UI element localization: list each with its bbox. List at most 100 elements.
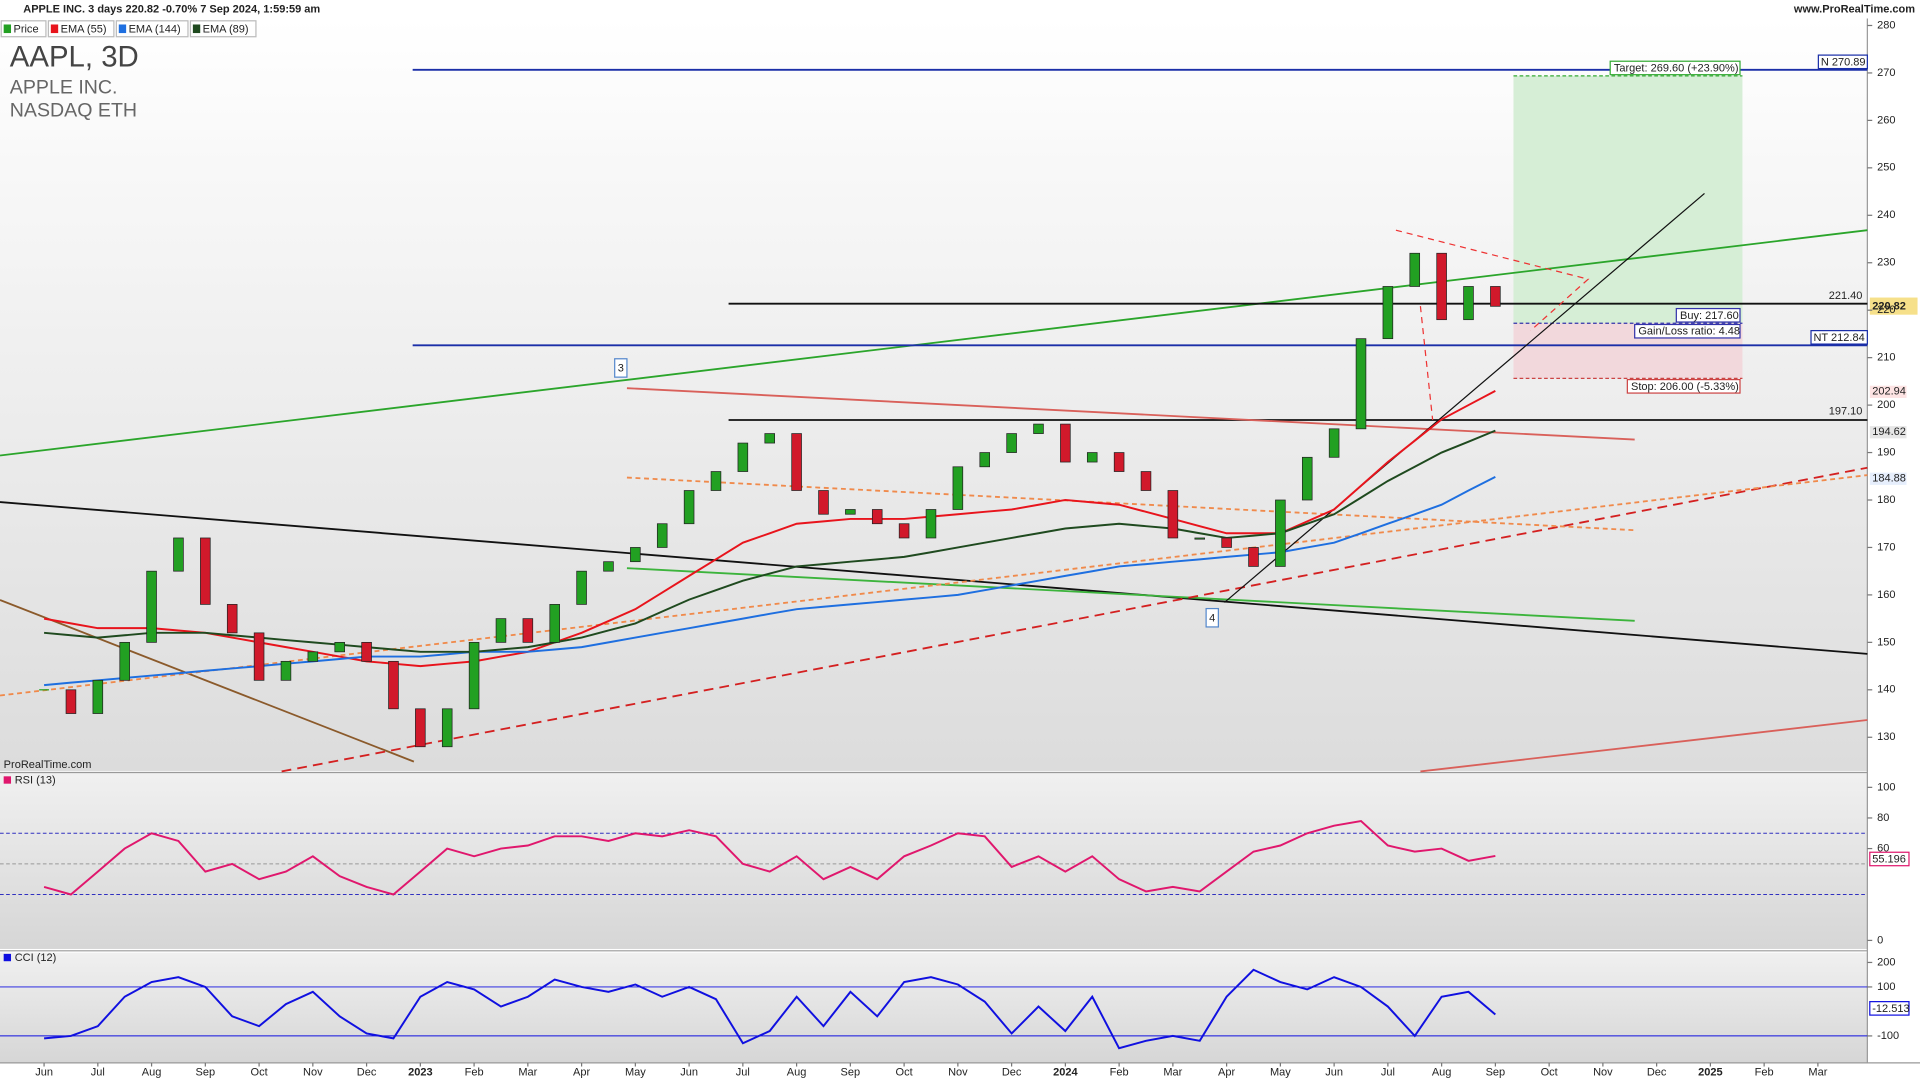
candle [1328, 428, 1340, 458]
trend-line [0, 229, 1868, 457]
candle [1275, 499, 1286, 567]
y-tick-label: 270 [1877, 67, 1895, 79]
wave-label: 3 [618, 362, 624, 374]
header-bar [0, 0, 1920, 19]
legend-label: EMA (144) [129, 23, 181, 35]
annotation: Gain/Loss ratio: 4.48 [1638, 326, 1740, 338]
y-tick-label: 100 [1877, 981, 1895, 993]
y-tick-label: 100 [1877, 781, 1895, 793]
candle [898, 523, 910, 539]
y-tick-label: 200 [1877, 956, 1895, 968]
legend-frame [0, 20, 47, 38]
candle [683, 490, 695, 525]
label-box [1675, 307, 1741, 323]
tag-box [1869, 426, 1907, 439]
exchange: NASDAQ ETH [10, 100, 137, 122]
x-tick-label: Jul [91, 1067, 105, 1079]
x-tick-label: Feb [1755, 1067, 1774, 1079]
annotation: Target: 269.60 (+23.90%) [1614, 62, 1739, 74]
series-line [43, 819, 1496, 896]
cci-pane [0, 952, 1868, 1063]
label-box [1609, 60, 1741, 76]
rsi-pane [0, 773, 1868, 949]
trend-line [626, 387, 1635, 441]
x-tick-label: Mar [518, 1067, 537, 1079]
candle [307, 651, 319, 662]
legend-chip [192, 24, 201, 34]
tag-box [1869, 472, 1907, 485]
candle [549, 604, 560, 643]
candle [441, 708, 453, 748]
candle [361, 641, 372, 662]
y-tick-label: 160 [1877, 589, 1895, 601]
candle [818, 490, 829, 515]
candle [1113, 452, 1125, 472]
series-line [43, 968, 1496, 1050]
symbol: AAPL, 3D [10, 41, 139, 74]
series-line [43, 389, 1496, 668]
x-tick-label: Jun [35, 1067, 53, 1079]
candle [1167, 490, 1179, 539]
last-value: 55.196 [1872, 853, 1906, 865]
candle [845, 509, 856, 515]
trend-line [281, 466, 1868, 773]
trend-line [0, 599, 415, 763]
legend-chip [118, 24, 127, 34]
y-tick-label: 170 [1877, 541, 1895, 553]
tag-box [1869, 297, 1918, 315]
x-tick-label: 2024 [1053, 1067, 1078, 1079]
series-line [43, 429, 1496, 653]
x-tick-label: Nov [1593, 1067, 1613, 1079]
annotation: 221.40 [1829, 290, 1863, 302]
candle [1463, 286, 1474, 321]
candle [1033, 423, 1044, 434]
legend-frame [47, 20, 115, 38]
x-tick-label: Dec [357, 1067, 377, 1079]
legend-label: Price [13, 23, 38, 35]
legend-label: EMA (89) [203, 23, 249, 35]
trend-line [1420, 719, 1868, 773]
candle [710, 471, 722, 491]
x-tick-label: Mar [1163, 1067, 1182, 1079]
pane-chip [3, 776, 12, 784]
legend-frame [189, 20, 257, 38]
candle [226, 604, 238, 634]
x-tick-label: 2025 [1698, 1067, 1723, 1079]
trend-line [0, 501, 1868, 655]
y-tick-label: 80 [1877, 812, 1889, 824]
trend-line [626, 567, 1635, 622]
y-tick-label: 280 [1877, 19, 1895, 31]
candle [1409, 252, 1421, 287]
legend: Price EMA (55) EMA (144) EMA (89) [13, 23, 248, 35]
candle [334, 641, 345, 653]
legend-chip [50, 24, 59, 34]
y-tick-label: 150 [1877, 636, 1895, 648]
pane-title: CCI (12) [15, 952, 57, 964]
candle [979, 452, 991, 468]
x-tick-label: Jul [1381, 1067, 1395, 1079]
candle [92, 679, 104, 714]
annotation: 197.10 [1829, 405, 1863, 417]
x-tick-label: Jun [680, 1067, 698, 1079]
trend-line [626, 476, 1635, 532]
candle [388, 660, 399, 710]
candle [522, 618, 534, 643]
x-tick-label: Jun [1325, 1067, 1343, 1079]
x-tick-label: Apr [1218, 1067, 1235, 1079]
candle [1060, 423, 1071, 463]
x-tick-label: Oct [251, 1067, 268, 1079]
pane-chip [3, 953, 12, 962]
trend-line [1224, 193, 1705, 603]
pattern-line [1419, 306, 1434, 421]
candle [65, 689, 77, 714]
pane-title: RSI (13) [15, 775, 56, 787]
candle [253, 632, 265, 681]
candle [1248, 547, 1259, 567]
y-tick-label: 260 [1877, 114, 1895, 126]
candle [1436, 252, 1447, 321]
candle [925, 509, 937, 539]
header-title: APPLE INC. 3 days 220.82 -0.70% 7 Sep 20… [23, 4, 320, 16]
candle [1006, 433, 1017, 453]
